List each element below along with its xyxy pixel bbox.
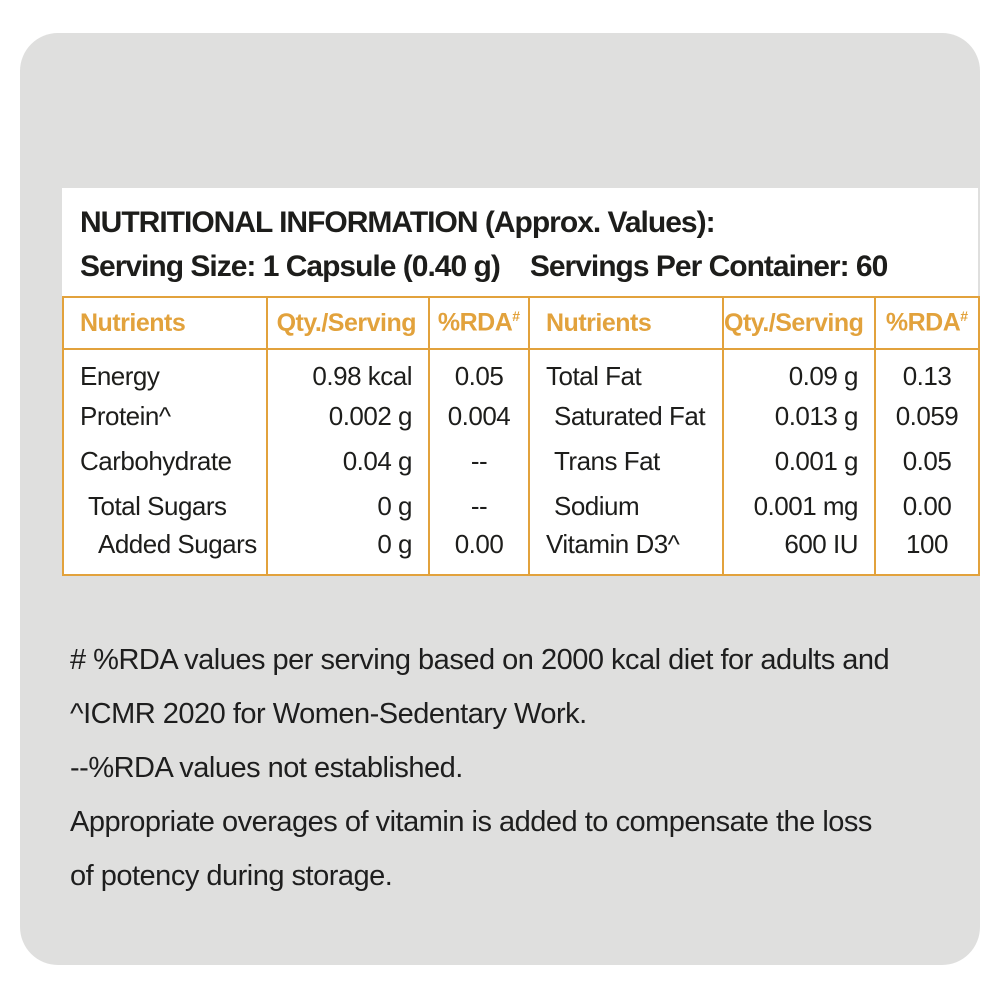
rda-footnote-marker: # (960, 308, 969, 325)
nutrition-table: Nutrients Qty./Serving %RDA# Nutrients Q… (62, 296, 980, 576)
table-row: Added Sugars 0 g 0.00 Vitamin D3^ 600 IU 100 (63, 529, 979, 575)
rda-value: 100 (874, 529, 979, 575)
nutrient-name: Trans Fat (528, 439, 723, 484)
rda-value: 0.05 (428, 349, 529, 394)
table-row: Energy 0.98 kcal 0.05 Total Fat 0.09 g 0.13 (63, 349, 979, 394)
table-row: Protein^ 0.002 g 0.004 Saturated Fat 0.013 g… (63, 394, 979, 439)
qty-value: 0.04 g (266, 439, 429, 484)
qty-value: 0 g (266, 529, 429, 575)
rda-footnote-marker: # (512, 308, 521, 325)
nutrient-name: Carbohydrate (80, 446, 232, 476)
qty-value: 0.002 g (266, 394, 429, 439)
label-card: NUTRITIONAL INFORMATION (Approx. Values)… (20, 33, 980, 965)
rda-value: 0.13 (874, 349, 979, 394)
header-row: Nutrients Qty./Serving %RDA# Nutrients Q… (63, 297, 979, 350)
rda-value: 0.00 (874, 484, 979, 529)
table-row: Total Sugars 0 g -- Sodium 0.001 mg 0.00 (63, 484, 979, 529)
col-header-nutrients-right: Nutrients (528, 297, 723, 350)
qty-value: 0.98 kcal (266, 349, 429, 394)
qty-value: 0.09 g (722, 349, 875, 394)
nutrient-name: Added Sugars (98, 529, 257, 559)
nutrient-name: Energy (80, 361, 160, 391)
footnote-line: --%RDA values not established. (70, 752, 463, 784)
col-header-rda-left: %RDA# (428, 297, 529, 350)
rda-value: -- (428, 484, 529, 529)
nutrition-panel: NUTRITIONAL INFORMATION (Approx. Values)… (62, 188, 980, 576)
servings-per-container: Servings Per Container: 60 (529, 250, 888, 283)
col-header-nutrients-left: Nutrients (63, 297, 267, 350)
panel-title: NUTRITIONAL INFORMATION (Approx. Values)… (80, 206, 716, 239)
nutrient-name: Total Sugars (88, 491, 227, 521)
col-header-qty-left: Qty./Serving (266, 297, 429, 350)
footnote-line: # %RDA values per serving based on 2000 … (70, 644, 890, 676)
rda-value: 0.059 (874, 394, 979, 439)
nutrition-table-body: Energy 0.98 kcal 0.05 Total Fat 0.09 g 0.13 Pr… (63, 349, 979, 575)
footnote-line: of potency during storage. (70, 860, 393, 892)
qty-value: 0.001 g (722, 439, 875, 484)
rda-value: -- (428, 439, 529, 484)
rda-value: 0.00 (428, 529, 529, 575)
serving-info: Serving Size: 1 Capsule (0.40 g) Serving… (80, 248, 978, 286)
nutrient-name: Vitamin D3^ (528, 529, 723, 575)
footnotes: # %RDA values per serving based on 2000 … (70, 633, 980, 903)
nutrient-name: Saturated Fat (528, 394, 723, 439)
rda-value: 0.05 (874, 439, 979, 484)
col-header-qty-right: Qty./Serving (722, 297, 875, 350)
qty-value: 0.001 mg (722, 484, 875, 529)
footnote-line: ^ICMR 2020 for Women-Sedentary Work. (70, 698, 587, 730)
qty-value: 0.013 g (722, 394, 875, 439)
col-header-rda-right: %RDA# (874, 297, 979, 350)
nutrient-name: Total Fat (528, 349, 723, 394)
nutrition-table-header: Nutrients Qty./Serving %RDA# Nutrients Q… (63, 297, 979, 350)
serving-size: Serving Size: 1 Capsule (0.40 g) (80, 250, 501, 283)
qty-value: 600 IU (722, 529, 875, 575)
qty-value: 0 g (266, 484, 429, 529)
footnote-line: Appropriate overages of vitamin is added… (70, 806, 872, 838)
rda-value: 0.004 (428, 394, 529, 439)
table-row: Carbohydrate 0.04 g -- Trans Fat 0.001 g 0.05 (63, 439, 979, 484)
nutrient-name: Sodium (528, 484, 723, 529)
nutrient-name: Protein^ (80, 401, 171, 431)
